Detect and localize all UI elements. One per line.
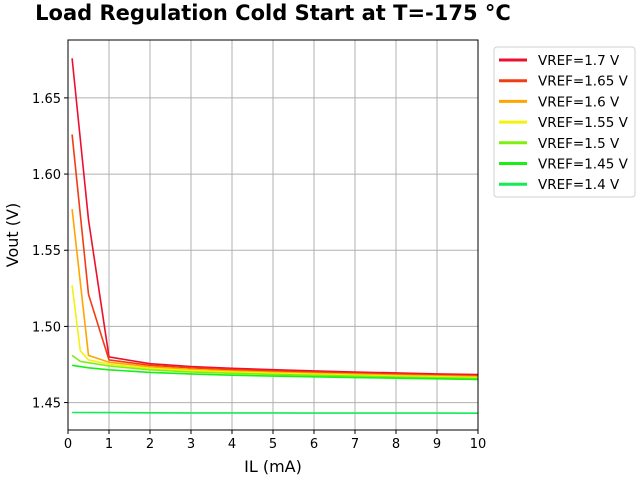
x-tick-label: 5 <box>269 437 277 452</box>
x-tick-label: 0 <box>64 437 72 452</box>
legend-label-2: VREF=1.65 V <box>538 74 629 90</box>
y-axis-label: Vout (V) <box>3 203 22 267</box>
series-line-5 <box>71 354 479 380</box>
series-line-7 <box>72 411 479 415</box>
y-tick-label: 1.50 <box>32 320 61 335</box>
legend-label-3: VREF=1.6 V <box>538 94 620 110</box>
legend-box <box>493 46 636 198</box>
plot-lines <box>71 58 479 415</box>
chart-title: Load Regulation Cold Start at T=-175 °C <box>35 1 511 25</box>
y-tick-label: 1.65 <box>32 92 61 107</box>
x-tick-label: 3 <box>187 437 195 452</box>
x-tick-label: 7 <box>351 437 359 452</box>
series-line-6 <box>71 364 479 381</box>
legend-label-6: VREF=1.45 V <box>538 157 629 173</box>
legend-label-1: VREF=1.7 V <box>538 53 620 69</box>
series-line-4 <box>71 285 479 379</box>
series-line-2 <box>71 134 479 377</box>
series-line-3 <box>71 209 479 378</box>
legend-label-5: VREF=1.5 V <box>538 136 620 152</box>
legend-label-7: VREF=1.4 V <box>538 177 620 193</box>
x-tick-label: 8 <box>392 437 400 452</box>
x-axis-label: IL (mA) <box>244 457 302 476</box>
x-tick-label: 9 <box>433 437 441 452</box>
x-tick-label: 10 <box>470 437 487 452</box>
legend-label-4: VREF=1.55 V <box>538 115 629 131</box>
x-tick-label: 6 <box>310 437 318 452</box>
x-tick-label: 4 <box>228 437 236 452</box>
axis-ticks: 0 1 2 3 4 5 6 7 8 9 10 1.45 1.50 1.55 1.60 1.65 <box>32 92 486 452</box>
y-tick-label: 1.60 <box>32 168 61 183</box>
series-line-1 <box>71 58 479 376</box>
y-tick-label: 1.45 <box>32 397 61 412</box>
x-tick-label: 1 <box>105 437 113 452</box>
legend: VREF=1.7 V VREF=1.65 V VREF=1.6 V VREF=1.55… <box>493 46 636 198</box>
x-tick-label: 2 <box>146 437 154 452</box>
y-tick-label: 1.55 <box>32 244 61 259</box>
